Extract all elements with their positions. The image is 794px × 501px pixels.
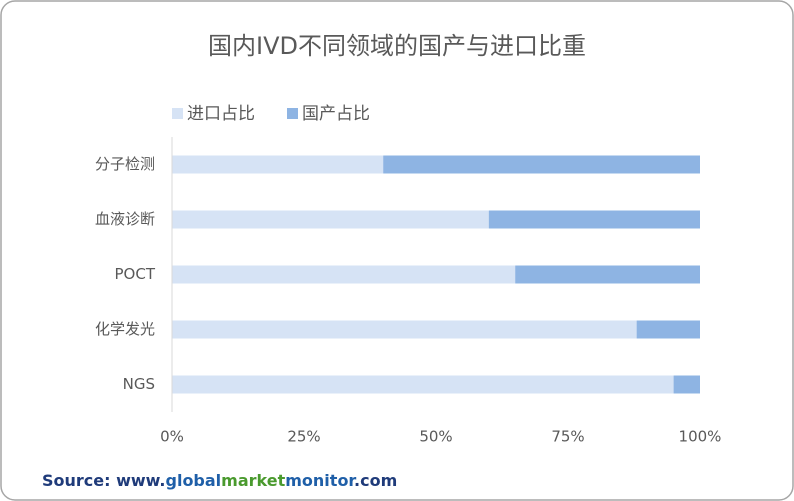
source: Source: www.globalmarketmonitor.com — [42, 471, 397, 490]
bar — [172, 320, 637, 339]
bar — [488, 210, 700, 229]
legend-swatch — [287, 108, 298, 119]
y-tick-label: 化学发光 — [95, 320, 155, 338]
bar — [383, 155, 700, 174]
bar — [636, 320, 700, 339]
legend-label: 进口占比 — [187, 104, 255, 124]
source-part: .com — [354, 471, 397, 490]
source-part: Source: www. — [42, 471, 166, 490]
source-part: monitor — [285, 471, 356, 490]
y-tick-label: 分子检测 — [95, 155, 155, 173]
bar — [673, 375, 700, 394]
source-part: market — [221, 471, 285, 490]
x-tick-label: 100% — [679, 428, 722, 446]
y-tick-label: 血液诊断 — [95, 210, 155, 228]
legend-swatch — [172, 108, 183, 119]
x-tick-label: 50% — [419, 428, 452, 446]
x-tick-label: 0% — [160, 428, 184, 446]
bar — [172, 375, 674, 394]
bar — [515, 265, 700, 284]
bar — [172, 210, 489, 229]
y-tick-label: NGS — [123, 375, 155, 393]
x-tick-label: 25% — [287, 428, 320, 446]
legend-label: 国产占比 — [302, 104, 370, 124]
bar — [172, 265, 516, 284]
bar — [172, 155, 384, 174]
y-tick-label: POCT — [115, 265, 156, 283]
source-part: global — [166, 471, 222, 490]
x-tick-label: 75% — [551, 428, 584, 446]
chart-title: 国内IVD不同领域的国产与进口比重 — [208, 32, 586, 60]
